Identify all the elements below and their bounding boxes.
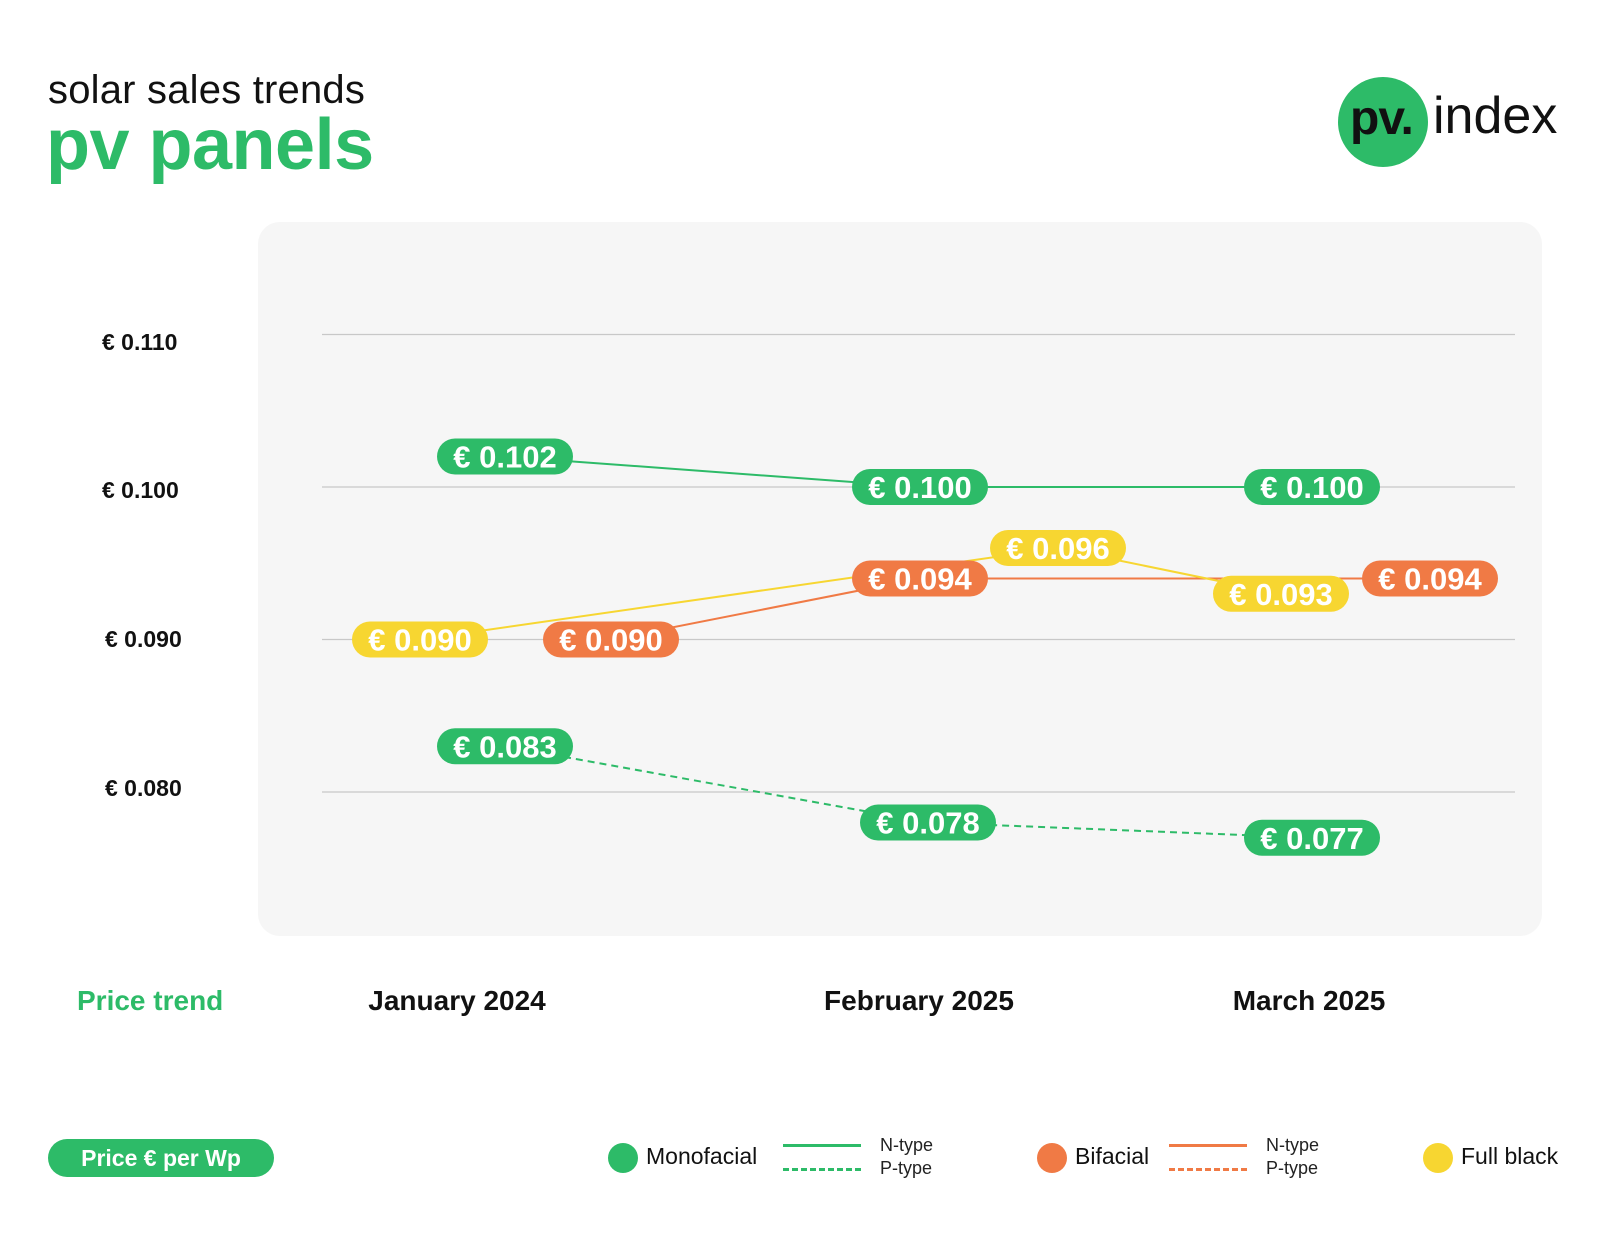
full-black-line	[419, 546, 1282, 641]
p-type-label: P-type	[880, 1158, 933, 1178]
y-tick-label: € 0.100	[102, 477, 179, 503]
data-labels: € 0.102 € 0.100 € 0.100 € 0.083 € 0.078 € 0.0…	[352, 438, 1498, 856]
full-black-legend-swatch	[1423, 1143, 1453, 1173]
full-black-data-label: € 0.090	[352, 621, 488, 658]
monofacial-legend-label: Monofacial	[646, 1143, 758, 1169]
monofacial-p-type-line	[504, 745, 1313, 839]
logo-circle	[1338, 77, 1428, 167]
n-type-solid-line	[783, 1144, 861, 1147]
monofacial-n-type-label-text: € 0.100	[868, 470, 971, 505]
y-tick-label: € 0.090	[105, 626, 182, 652]
bifacial-n-type-label-pill	[1362, 560, 1498, 597]
full-black-label-text: € 0.090	[368, 623, 471, 658]
monofacial-p-type-label-text: € 0.078	[876, 806, 979, 841]
price-trend-label: Price trend	[77, 985, 224, 1016]
monofacial-p-type-label-pill	[1244, 819, 1380, 856]
x-tick-label: January 2024	[368, 985, 546, 1016]
n-type-solid-line	[1169, 1144, 1247, 1147]
chart-subtitle: solar sales trends	[48, 68, 366, 112]
pv-index-logo: pv. index	[1338, 77, 1568, 167]
unit-badge: Price € per Wp	[48, 1139, 274, 1177]
full-black-label-text: € 0.096	[1006, 531, 1109, 566]
logo-word: index	[1433, 87, 1558, 145]
monofacial-p-type-label-pill	[860, 804, 996, 841]
bifacial-legend-label: Bifacial	[1075, 1143, 1150, 1169]
full-black-label-text: € 0.093	[1229, 577, 1332, 612]
monofacial-n-type-data-label: € 0.100	[852, 469, 988, 505]
monofacial-legend-swatch	[608, 1143, 638, 1173]
monofacial-p-type-data-label: € 0.077	[1244, 819, 1380, 856]
y-tick-label: € 0.110	[102, 329, 178, 355]
full-black-data-label: € 0.093	[1213, 575, 1349, 612]
bifacial-n-type-data-label: € 0.094	[852, 560, 988, 597]
full-black-label-pill	[990, 530, 1126, 566]
monofacial-n-type-data-label: € 0.102	[437, 438, 573, 475]
bifacial-n-type-label-text: € 0.094	[1378, 562, 1482, 597]
full-black-label-pill	[1213, 575, 1349, 612]
bifacial-n-type-label-pill	[852, 560, 988, 597]
p-type-label: P-type	[1266, 1158, 1319, 1178]
monofacial-p-type-label-text: € 0.077	[1260, 821, 1363, 856]
bifacial-n-type-data-label: € 0.090	[543, 621, 679, 658]
x-tick-label: March 2025	[1232, 985, 1386, 1016]
full-black-label-pill	[352, 621, 488, 658]
monofacial-p-type-data-label: € 0.078	[860, 804, 996, 841]
monofacial-n-type-label-pill	[852, 469, 988, 505]
full-black-legend-label: Full black	[1461, 1143, 1559, 1169]
bifacial-n-type-label-pill	[543, 621, 679, 658]
monofacial-p-type-label-pill	[437, 728, 573, 765]
monofacial-n-type-label-pill	[1244, 469, 1380, 505]
logo-mark: pv.	[1350, 92, 1414, 145]
bifacial-n-type-data-label: € 0.094	[1362, 560, 1498, 597]
monofacial-p-type-data-label: € 0.083	[437, 728, 573, 765]
monofacial-p-type-label-text: € 0.083	[453, 729, 556, 764]
monofacial-n-type-label-pill	[437, 438, 573, 475]
chart-title: pv panels	[46, 105, 374, 185]
bifacial-n-type-label-text: € 0.094	[868, 562, 972, 597]
n-type-label: N-type	[880, 1135, 934, 1155]
bifacial-legend-swatch	[1037, 1143, 1067, 1173]
monofacial-n-type-data-label: € 0.100	[1244, 469, 1380, 505]
p-type-dashed-line	[783, 1168, 861, 1171]
n-type-label: N-type	[1266, 1135, 1320, 1155]
full-black-data-label: € 0.096	[990, 530, 1126, 566]
p-type-dashed-line	[1169, 1168, 1247, 1171]
monofacial-n-type-label-text: € 0.102	[453, 440, 556, 475]
y-tick-label: € 0.080	[105, 775, 182, 801]
x-tick-label: February 2025	[824, 985, 1014, 1016]
monofacial-n-type-label-text: € 0.100	[1260, 470, 1363, 505]
bifacial-n-type-label-text: € 0.090	[559, 623, 662, 658]
